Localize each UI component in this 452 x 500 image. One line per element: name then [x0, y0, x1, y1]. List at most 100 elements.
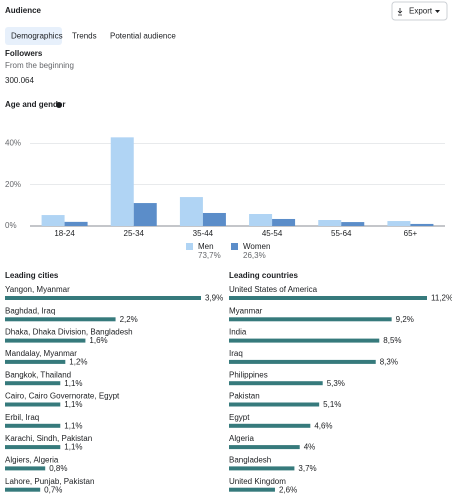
list-name: Dhaka, Dhaka Division, Bangladesh: [5, 328, 133, 337]
list-value: 9,2%: [396, 315, 414, 324]
list-name: Pakistan: [229, 392, 260, 401]
y-tick-label: 0%: [5, 221, 17, 230]
list-bar: [229, 296, 427, 300]
export-button[interactable]: Export: [391, 1, 448, 21]
list-bar: [229, 338, 380, 343]
export-frame[interactable]: [391, 1, 448, 21]
list-bar: [5, 466, 46, 471]
list-value: 1,1%: [64, 421, 82, 430]
list-name: Yangon, Myanmar: [5, 285, 70, 294]
list-bar: [5, 423, 61, 428]
bar: [110, 137, 134, 226]
list-value: 11,2%: [431, 294, 452, 303]
x-tick-label: 25-34: [124, 229, 145, 238]
list-name: Bangkok, Thailand: [5, 370, 71, 379]
x-tick-label: 18-24: [54, 229, 75, 238]
tab[interactable]: Potential audience: [110, 32, 176, 41]
bar: [318, 220, 342, 226]
list-value: 5,1%: [323, 400, 341, 409]
list-name: Algeria: [229, 434, 254, 443]
list-value: 1,6%: [89, 336, 107, 345]
list-bar: [229, 317, 392, 322]
list-bar: [229, 445, 300, 450]
list-bar: [229, 423, 311, 428]
bar: [179, 197, 203, 226]
legend-label: Women: [243, 242, 270, 251]
info-icon[interactable]: [56, 102, 62, 108]
list-bar: [5, 381, 61, 386]
list-value: 1,2%: [69, 358, 87, 367]
list-bar: [229, 487, 275, 492]
list-name: Egypt: [229, 413, 250, 422]
legend-share: 26,3%: [243, 251, 266, 260]
list-bar: [229, 402, 320, 407]
tab[interactable]: Trends: [72, 32, 97, 41]
list-value: 3,9%: [205, 294, 223, 303]
tab[interactable]: Demographics: [11, 32, 63, 41]
list-value: 5,3%: [327, 379, 345, 388]
list-bar: [229, 466, 295, 471]
list-bar: [5, 445, 61, 450]
list-bar: [5, 402, 61, 407]
list-name: Algiers, Algeria: [5, 456, 59, 465]
bar: [133, 203, 157, 226]
list-value: 3,7%: [298, 464, 316, 473]
x-tick-label: 55-64: [331, 229, 352, 238]
cities-title: Leading cities: [5, 271, 59, 280]
list-name: United States of America: [229, 285, 318, 294]
tab-selected-bg: [5, 27, 62, 45]
list-name: Iraq: [229, 349, 243, 358]
list-name: Erbil, Iraq: [5, 413, 39, 422]
followers-title: Followers: [5, 49, 43, 58]
bar: [249, 214, 273, 226]
download-icon: [397, 8, 403, 16]
list-name: Bangladesh: [229, 456, 271, 465]
bar: [41, 215, 65, 226]
list-name: Cairo, Cairo Governorate, Egypt: [5, 392, 120, 401]
bar: [272, 218, 296, 226]
list-name: Lahore, Punjab, Pakistan: [5, 477, 94, 486]
bar: [341, 222, 365, 226]
export-label[interactable]: Export: [409, 7, 433, 16]
list-bar: [5, 359, 66, 364]
list-value: 1,1%: [64, 379, 82, 388]
list-bar: [229, 381, 323, 386]
list-value: 2,6%: [279, 485, 297, 494]
bar: [387, 221, 411, 226]
list-value: 2,2%: [120, 315, 138, 324]
x-tick-label: 35-44: [193, 229, 214, 238]
bar: [410, 223, 434, 226]
bar: [202, 212, 226, 226]
list-value: 8,3%: [380, 358, 398, 367]
followers-subtitle: From the beginning: [5, 61, 74, 70]
y-tick-label: 20%: [5, 180, 21, 189]
list-name: Philippines: [229, 370, 268, 379]
list-bar: [5, 317, 116, 322]
chart-title: Age and gender: [5, 100, 65, 109]
list-name: Myanmar: [229, 306, 263, 315]
x-tick-label: 65+: [404, 229, 418, 238]
list-name: India: [229, 328, 247, 337]
page-title: Audience: [5, 6, 42, 15]
followers-count: 300.064: [5, 76, 34, 85]
legend-label: Men: [198, 242, 214, 251]
list-value: 0,8%: [49, 464, 67, 473]
caret: [435, 10, 440, 13]
list-value: 1,1%: [64, 443, 82, 452]
list-bar: [229, 359, 376, 364]
list-value: 0,7%: [44, 485, 62, 494]
bar: [64, 221, 88, 226]
countries-title: Leading countries: [229, 271, 298, 280]
list-name: Baghdad, Iraq: [5, 306, 55, 315]
list-value: 1,1%: [64, 400, 82, 409]
list-value: 4,6%: [314, 421, 332, 430]
list-bar: [5, 296, 201, 300]
x-tick-label: 45-54: [262, 229, 283, 238]
list-value: 8,5%: [383, 336, 401, 345]
list-name: Karachi, Sindh, Pakistan: [5, 434, 92, 443]
list-bar: [5, 487, 41, 492]
list-name: Mandalay, Myanmar: [5, 349, 77, 358]
list-value: 4%: [304, 443, 316, 452]
list-bar: [5, 338, 86, 343]
